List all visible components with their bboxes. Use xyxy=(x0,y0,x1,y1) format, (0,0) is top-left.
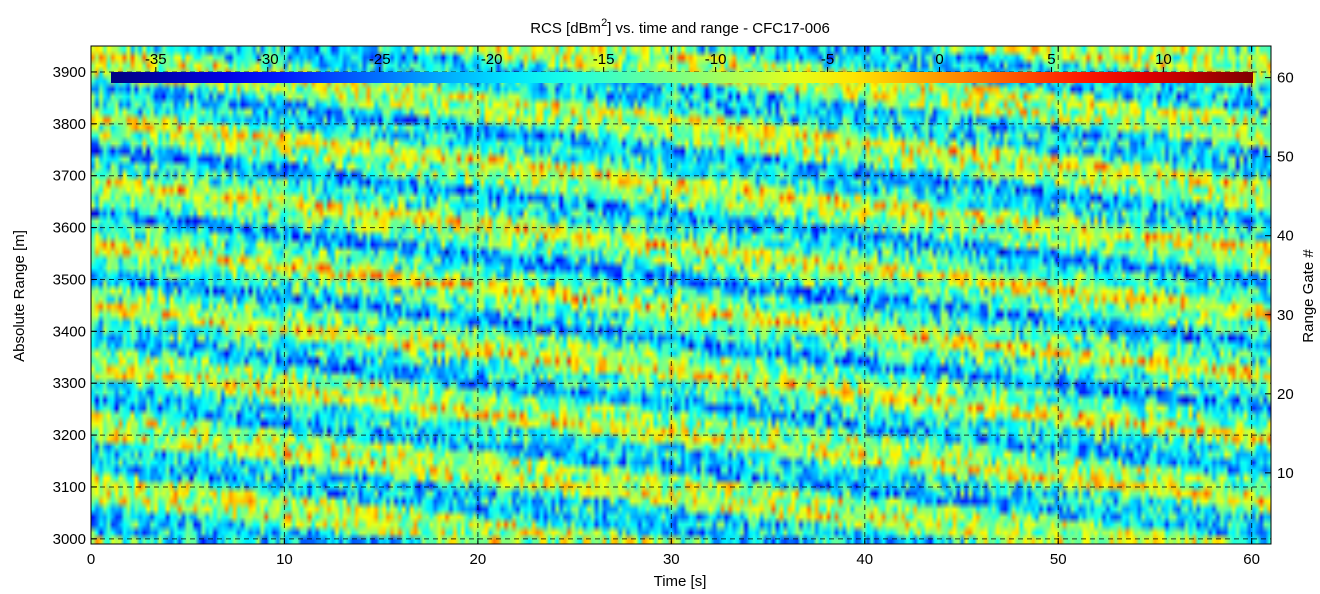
y-axis-right: 10 20 30 40 50 60 xyxy=(1265,70,1294,482)
x-tick-label: 10 xyxy=(276,551,293,568)
plot-frame xyxy=(90,45,1272,545)
y-tick-label: 3600 xyxy=(53,220,86,237)
x-tick-label: 30 xyxy=(663,551,680,568)
chart-title: RCS [dBm2] vs. time and range - CFC17-00… xyxy=(530,17,830,37)
y2-axis-title: Range Gate # xyxy=(1300,249,1317,343)
y2-tick-label: 10 xyxy=(1277,465,1294,482)
y-axis-title: Absolute Range [m] xyxy=(11,230,28,362)
plot-area: -35 -30 -25 -20 -15 -10 -5 0 5 10 xyxy=(90,45,1272,545)
y2-tick-label: 20 xyxy=(1277,386,1294,403)
y2-tick-label: 40 xyxy=(1277,228,1294,245)
colorbar-tick-label: 5 xyxy=(1047,51,1055,68)
y-tick-label: 3000 xyxy=(53,531,86,548)
y2-tick-label: 50 xyxy=(1277,149,1294,166)
x-tick-label: 0 xyxy=(87,551,95,568)
colorbar-tick-label: -25 xyxy=(369,51,391,68)
x-axis: 0 10 20 30 40 50 60 xyxy=(87,46,1260,568)
colorbar-tick-label: -10 xyxy=(705,51,727,68)
x-axis-title: Time [s] xyxy=(654,573,707,590)
y-tick-label: 3900 xyxy=(53,64,86,81)
x-tick-label: 60 xyxy=(1243,551,1260,568)
chart-title-superscript: 2 xyxy=(601,17,607,29)
y-tick-label: 3200 xyxy=(53,427,86,444)
y-tick-label: 3100 xyxy=(53,479,86,496)
y-tick-label: 3700 xyxy=(53,168,86,185)
x-tick-label: 50 xyxy=(1050,551,1067,568)
colorbar-tick-label: -15 xyxy=(593,51,615,68)
x-tick-label: 40 xyxy=(856,551,873,568)
chart-title-suffix: ] vs. time and range - CFC17-006 xyxy=(607,20,830,37)
colorbar-tick-label: 10 xyxy=(1155,51,1172,68)
colorbar-ticks: -35 -30 -25 -20 -15 -10 -5 0 5 10 xyxy=(145,51,1172,72)
colorbar-bar xyxy=(111,72,1253,83)
x-tick-label: 20 xyxy=(470,551,487,568)
y2-tick-label: 30 xyxy=(1277,307,1294,324)
y-tick-label: 3800 xyxy=(53,116,86,133)
colorbar-tick-label: -5 xyxy=(821,51,834,68)
colorbar-tick-label: -30 xyxy=(257,51,279,68)
colorbar-tick-label: -20 xyxy=(481,51,503,68)
y-tick-label: 3500 xyxy=(53,271,86,288)
y-tick-label: 3400 xyxy=(53,323,86,340)
y-axis-left: 3000 3100 3200 3300 3400 3500 3600 3700 3800 3900 xyxy=(53,64,97,548)
colorbar-tick-label: 0 xyxy=(935,51,943,68)
colorbar: -35 -30 -25 -20 -15 -10 -5 0 5 10 xyxy=(111,51,1253,83)
grid-lines xyxy=(91,46,1271,544)
colorbar-tick-label: -35 xyxy=(145,51,167,68)
chart-title-prefix: RCS [dBm xyxy=(530,20,601,37)
heatmap-image xyxy=(91,46,1271,544)
y2-tick-label: 60 xyxy=(1277,70,1294,87)
y-tick-label: 3300 xyxy=(53,375,86,392)
